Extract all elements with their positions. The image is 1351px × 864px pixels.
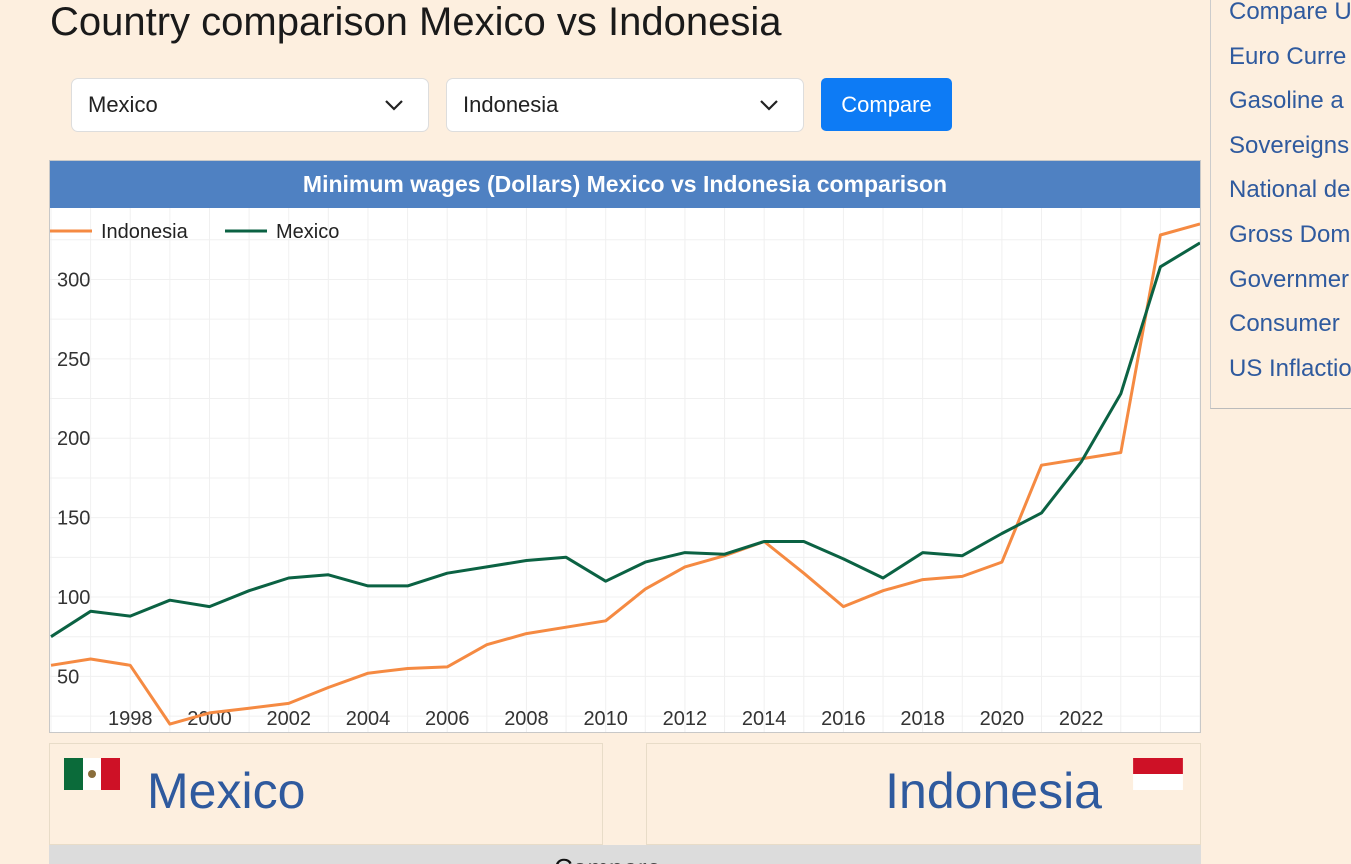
country2-value: Indonesia xyxy=(463,92,559,117)
sidebar-link[interactable]: National de xyxy=(1229,176,1351,204)
chart-title: Minimum wages (Dollars) Mexico vs Indone… xyxy=(50,161,1200,208)
x-tick-label: 2002 xyxy=(266,708,311,730)
x-tick-label: 2008 xyxy=(504,708,549,730)
sidebar-link[interactable]: Governmer xyxy=(1229,265,1350,293)
x-tick-label: 2012 xyxy=(663,708,708,730)
series-line-mexico xyxy=(50,241,1200,638)
legend-label: Indonesia xyxy=(101,221,189,243)
x-tick-label: 2000 xyxy=(187,708,232,730)
page-title: Country comparison Mexico vs Indonesia xyxy=(50,0,782,44)
x-tick-label: 2022 xyxy=(1059,708,1104,730)
x-tick-label: 1998 xyxy=(108,708,153,730)
x-tick-label: 2004 xyxy=(346,708,391,730)
chart-panel: Minimum wages (Dollars) Mexico vs Indone… xyxy=(49,160,1201,733)
country-name-right: Indonesia xyxy=(885,763,1102,819)
sidebar-link[interactable]: Consumer xyxy=(1229,310,1340,338)
series-line-indonesia xyxy=(50,222,1200,726)
x-tick-label: 2014 xyxy=(742,708,787,730)
compare-section-title: Compare xyxy=(554,853,661,864)
chevron-down-icon xyxy=(760,100,778,111)
sidebar-link[interactable]: Gross Dom xyxy=(1229,220,1351,248)
y-tick-label: 50 xyxy=(57,666,79,688)
y-tick-label: 100 xyxy=(57,587,90,609)
compare-button[interactable]: Compare xyxy=(821,78,952,131)
country-name-left: Mexico xyxy=(147,763,306,819)
x-tick-label: 2006 xyxy=(425,708,470,730)
sidebar-link[interactable]: US Inflactio xyxy=(1229,354,1351,382)
country1-value: Mexico xyxy=(88,92,158,117)
mexico-flag-icon xyxy=(64,758,120,790)
compare-section-header: Compare xyxy=(49,845,1201,864)
x-tick-label: 2018 xyxy=(900,708,945,730)
country2-select[interactable]: Indonesia xyxy=(446,78,804,132)
sidebar-nav: Compare U Euro Curre Gasoline a Sovereigns N… xyxy=(1210,0,1351,409)
line-chart: 50 100 150 200 250 300 1998 2000 2002 2004 2006 200… xyxy=(50,208,1200,732)
sidebar-link[interactable]: Compare U xyxy=(1229,0,1351,25)
y-tick-label: 250 xyxy=(57,349,90,371)
country-card-mexico: Mexico xyxy=(49,743,603,845)
country1-select[interactable]: Mexico xyxy=(71,78,429,132)
sidebar-link[interactable]: Euro Curre xyxy=(1229,42,1347,70)
x-tick-label: 2010 xyxy=(583,708,628,730)
legend-label: Mexico xyxy=(276,221,339,243)
y-tick-label: 200 xyxy=(57,428,90,450)
sidebar-link[interactable]: Gasoline a xyxy=(1229,87,1344,115)
chevron-down-icon xyxy=(385,100,403,111)
y-tick-label: 300 xyxy=(57,269,90,291)
sidebar-link[interactable]: Sovereigns xyxy=(1229,131,1350,159)
indonesia-flag-icon xyxy=(1133,758,1183,790)
x-tick-label: 2020 xyxy=(980,708,1024,730)
y-tick-label: 150 xyxy=(57,508,90,530)
x-tick-label: 2016 xyxy=(821,708,866,730)
country-card-indonesia: Indonesia xyxy=(646,743,1201,845)
